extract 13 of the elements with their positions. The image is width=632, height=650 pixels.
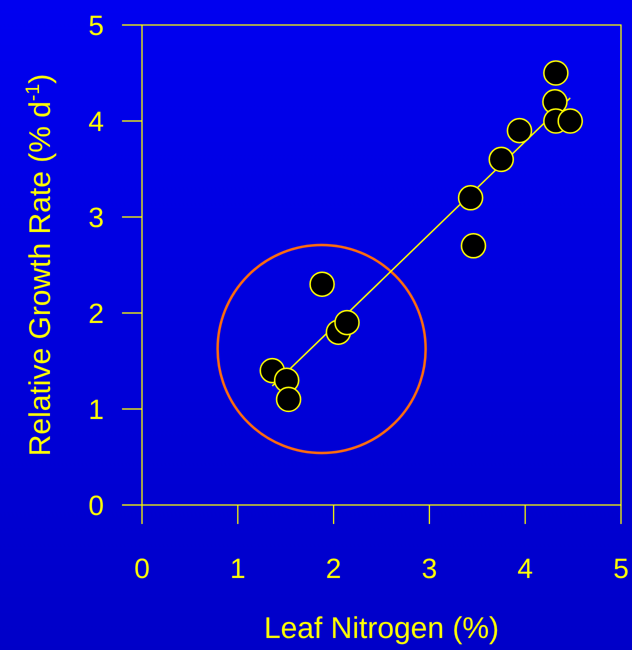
y-tick-label: 0 xyxy=(88,490,104,521)
x-axis-title: Leaf Nitrogen (%) xyxy=(264,612,500,645)
x-tick-label: 2 xyxy=(326,553,342,584)
y-tick-label: 3 xyxy=(88,202,104,233)
y-tick-label: 1 xyxy=(88,394,104,425)
x-tick-label: 4 xyxy=(517,553,533,584)
x-tick-label: 0 xyxy=(134,553,150,584)
y-tick-label: 2 xyxy=(88,298,104,329)
x-tick-label: 5 xyxy=(613,553,629,584)
y-tick-label: 5 xyxy=(88,10,104,41)
x-tick-label: 1 xyxy=(230,553,246,584)
y-tick-label: 4 xyxy=(88,106,104,137)
x-tick-label: 3 xyxy=(422,553,438,584)
